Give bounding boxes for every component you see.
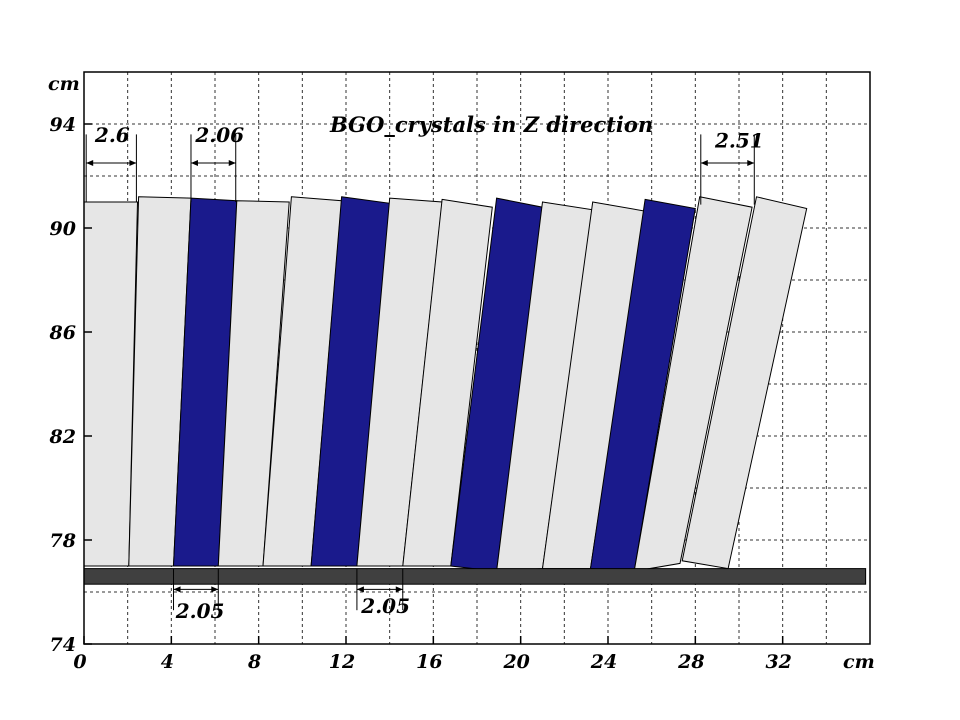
crystal-array bbox=[83, 196, 808, 572]
dimension-arrow-right bbox=[395, 586, 403, 593]
axis-ticks: 0 4 8 12 16 20 24 28 32 74 78 82 86 90 94 bbox=[49, 114, 792, 673]
x-tick-label: 4 bbox=[161, 651, 174, 673]
x-tick-label: 12 bbox=[329, 651, 355, 673]
dimension-label: 2.05 bbox=[360, 594, 410, 618]
crystal-light-13 bbox=[633, 196, 753, 572]
dimension-arrow-left bbox=[356, 586, 364, 593]
x-axis-unit-label: cm bbox=[843, 651, 875, 673]
y-tick-label: 74 bbox=[50, 634, 76, 656]
x-tick-label: 32 bbox=[765, 651, 791, 673]
dimension-label: 2.51 bbox=[714, 128, 764, 152]
dimension-arrow-left bbox=[190, 160, 198, 166]
dimension-arrow-right bbox=[211, 586, 219, 593]
y-axis-unit-label: cm bbox=[48, 73, 80, 95]
dimension-arrow-right bbox=[747, 160, 755, 166]
y-tick-label: 82 bbox=[49, 426, 76, 448]
x-tick-label: 28 bbox=[677, 651, 704, 673]
y-tick-label: 86 bbox=[49, 322, 76, 344]
support-bar-group bbox=[83, 568, 867, 585]
x-tick-label: 0 bbox=[73, 651, 86, 673]
dimension-arrow-left bbox=[173, 586, 181, 593]
x-tick-label: 20 bbox=[502, 651, 529, 673]
plot-frame bbox=[83, 71, 871, 645]
y-tick-label: 78 bbox=[50, 530, 76, 552]
dimension-label: 2.06 bbox=[194, 123, 244, 147]
crystal-light-1 bbox=[83, 201, 139, 567]
support-bar bbox=[83, 568, 867, 585]
y-tick-label: 90 bbox=[50, 218, 76, 240]
dimension-arrow-right bbox=[129, 160, 137, 166]
dimension-label: 2.6 bbox=[94, 123, 130, 147]
dimension-arrow-left bbox=[700, 160, 708, 166]
diagram-title: BGO_crystals in Z direction bbox=[329, 112, 653, 137]
x-tick-label: 8 bbox=[247, 651, 261, 673]
x-tick-label: 16 bbox=[416, 651, 442, 673]
dimension-label: 2.05 bbox=[175, 599, 225, 623]
dimension-arrow-right bbox=[228, 160, 236, 166]
x-tick-label: 24 bbox=[590, 651, 617, 673]
dimension-arrow-left bbox=[86, 160, 94, 166]
y-tick-label: 94 bbox=[50, 114, 76, 136]
dimension-annotations: 2.6 2.06 2.51 2.05 2.05 bbox=[85, 123, 764, 623]
